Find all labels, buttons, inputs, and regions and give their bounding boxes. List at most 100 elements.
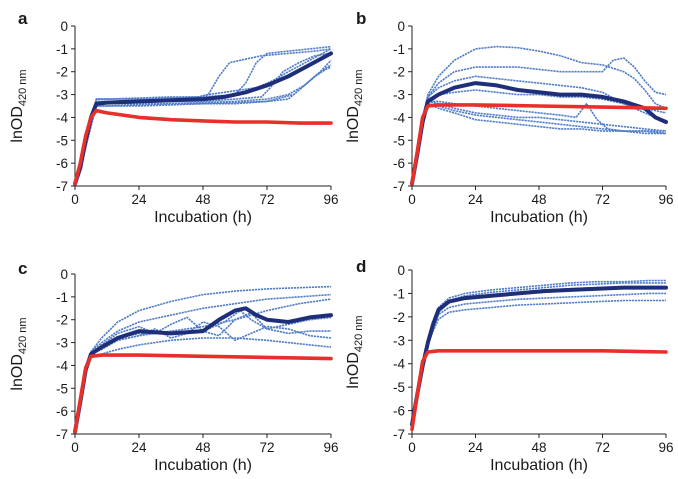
x-tick-label: 96	[323, 440, 338, 455]
control-series-line	[73, 353, 333, 434]
y-axis-label-sub: 420 nm	[353, 69, 365, 106]
y-tick-label: -4	[393, 110, 405, 125]
x-tick-label: 96	[658, 440, 673, 455]
x-tick-label: 24	[131, 192, 147, 207]
x-tick-label: 24	[468, 440, 484, 455]
x-tick-label: 48	[531, 192, 546, 207]
panel-letter: b	[356, 9, 366, 28]
y-tick-label: -4	[56, 110, 68, 125]
x-tick-label: 96	[323, 192, 338, 207]
y-tick-label: -7	[56, 427, 68, 442]
y-tick-label: -1	[393, 286, 405, 301]
y-tick-label: -5	[393, 133, 405, 148]
y-axis-label-main: lnOD	[9, 106, 26, 142]
replicate-series-line	[74, 298, 332, 432]
replicate-series-line	[74, 66, 332, 184]
replicate-series-line	[411, 100, 667, 184]
replicate-series-line	[74, 309, 332, 430]
y-tick-label: -2	[56, 65, 68, 80]
replicate-series-line	[74, 45, 332, 180]
x-tick-label: 0	[71, 440, 79, 455]
control-series-line	[410, 103, 668, 186]
x-tick-label: 48	[195, 440, 210, 455]
x-tick-label: 24	[131, 440, 147, 455]
x-tick-label: 72	[595, 192, 610, 207]
x-axis-label: Incubation (h)	[154, 209, 252, 226]
y-tick-label: -1	[56, 42, 68, 57]
x-tick-label: 48	[195, 192, 210, 207]
y-tick-label: -5	[393, 380, 405, 395]
x-axis-label: Incubation (h)	[490, 209, 588, 226]
replicate-series-line	[411, 282, 666, 425]
y-tick-label: -7	[56, 179, 68, 194]
y-tick-label: -2	[56, 313, 68, 328]
y-tick-label: 0	[60, 19, 68, 34]
y-tick-label: -3	[393, 88, 405, 103]
replicate-series-line	[411, 279, 666, 423]
y-axis-label-main: lnOD	[345, 352, 362, 388]
replicate-series-line	[411, 57, 667, 184]
replicate-series-line	[411, 45, 667, 182]
y-tick-label: -5	[56, 381, 68, 396]
replicate-series-line	[74, 293, 332, 430]
y-tick-label: 0	[397, 19, 405, 34]
x-tick-label: 72	[259, 192, 274, 207]
x-tick-label: 24	[468, 192, 484, 207]
x-tick-label: 72	[595, 440, 610, 455]
mean-series-line	[410, 285, 668, 427]
replicate-series-line	[411, 102, 667, 184]
y-axis-label: lnOD420 nm	[9, 69, 29, 142]
x-tick-label: 96	[658, 192, 673, 207]
y-axis-label-sub: 420 nm	[17, 69, 29, 106]
x-axis-label: Incubation (h)	[490, 457, 588, 474]
control-series-line	[73, 108, 333, 186]
y-tick-label: -4	[56, 358, 68, 373]
y-tick-label: 0	[397, 263, 405, 278]
y-axis-label: lnOD420 nm	[9, 317, 29, 390]
y-tick-label: -3	[393, 333, 405, 348]
x-tick-label: 0	[408, 440, 416, 455]
mean-series-line	[73, 51, 333, 186]
replicate-series-line	[411, 100, 666, 182]
y-tick-label: -4	[393, 357, 405, 372]
panel-letter: c	[18, 259, 27, 278]
y-axis-label-main: lnOD	[9, 354, 26, 390]
replicate-series-line	[74, 337, 332, 432]
y-tick-label: 0	[60, 267, 68, 282]
y-tick-label: -1	[56, 290, 68, 305]
replicate-series-line	[74, 64, 332, 182]
replicate-series-line	[74, 312, 331, 430]
x-axis-label: Incubation (h)	[154, 457, 252, 474]
replicate-series-line	[411, 102, 666, 182]
x-tick-label: 72	[259, 440, 274, 455]
replicate-series-line	[411, 299, 666, 423]
y-axis-label-sub: 420 nm	[17, 317, 29, 354]
y-tick-label: -6	[393, 156, 405, 171]
y-axis-label: lnOD420 nm	[345, 315, 365, 388]
y-tick-label: -1	[393, 42, 405, 57]
x-tick-label: 0	[71, 192, 79, 207]
y-tick-label: -6	[56, 156, 68, 171]
y-tick-label: -2	[393, 310, 405, 325]
y-tick-label: -7	[393, 179, 405, 194]
y-axis-label: lnOD420 nm	[345, 69, 365, 142]
y-axis-label-sub: 420 nm	[353, 315, 365, 352]
control-series-line	[410, 348, 668, 432]
y-axis-label-main: lnOD	[345, 106, 362, 142]
y-tick-label: -6	[393, 404, 405, 419]
x-tick-label: 48	[531, 440, 546, 455]
panel-letter: d	[356, 257, 366, 276]
y-tick-label: -7	[393, 427, 405, 442]
y-tick-label: -6	[56, 404, 68, 419]
y-tick-label: -2	[393, 65, 405, 80]
y-tick-label: -3	[56, 336, 68, 351]
panel-letter: a	[18, 9, 28, 28]
mean-series-line	[410, 81, 668, 186]
y-tick-label: -3	[56, 88, 68, 103]
x-tick-label: 0	[408, 192, 416, 207]
